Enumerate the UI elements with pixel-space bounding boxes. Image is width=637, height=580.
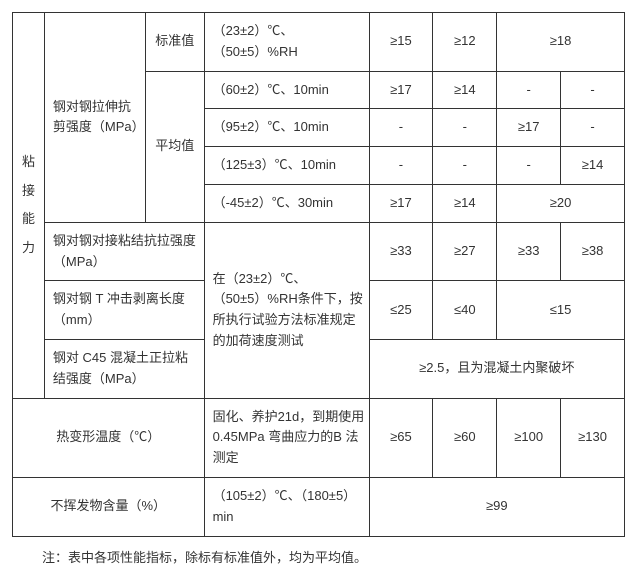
val-cell: ≥2.5，且为混凝土内聚破坏 bbox=[369, 339, 624, 398]
cond-cell: （95±2）℃、10min bbox=[204, 109, 369, 147]
val-cell: ≥38 bbox=[561, 222, 625, 281]
val-cell: ≥33 bbox=[369, 222, 433, 281]
val-cell: ≥18 bbox=[497, 13, 625, 72]
category-label: 粘 接 能 力 bbox=[22, 148, 35, 262]
table-row: 钢对钢对接粘结抗拉强度（MPa） 在（23±2）℃、（50±5）%RH条件下，按… bbox=[13, 222, 625, 281]
val-cell: ≤25 bbox=[369, 281, 433, 340]
val-cell: ≥20 bbox=[497, 184, 625, 222]
prop-cell: 钢对钢拉伸抗剪强度（MPa） bbox=[44, 13, 145, 223]
val-cell: ≥14 bbox=[433, 71, 497, 109]
cond-cell: 固化、养护21d，到期使用0.45MPa 弯曲应力的B 法测定 bbox=[204, 398, 369, 477]
val-cell: - bbox=[497, 147, 561, 185]
prop-cell: 钢对 C45 混凝土正拉粘结强度（MPa） bbox=[44, 339, 204, 398]
val-cell: ≥17 bbox=[369, 184, 433, 222]
val-cell: ≥12 bbox=[433, 13, 497, 72]
val-cell: ≥17 bbox=[497, 109, 561, 147]
cond-cell: （60±2）℃、10min bbox=[204, 71, 369, 109]
val-cell: - bbox=[561, 109, 625, 147]
val-cell: - bbox=[433, 147, 497, 185]
cond-cell: （23±2）℃、（50±5）%RH bbox=[204, 13, 369, 72]
val-cell: - bbox=[497, 71, 561, 109]
val-cell: ≥99 bbox=[369, 477, 624, 536]
prop-cell: 钢对钢对接粘结抗拉强度（MPa） bbox=[44, 222, 204, 281]
sub-cell: 标准值 bbox=[146, 13, 205, 72]
val-cell: ≥100 bbox=[497, 398, 561, 477]
table-note: 注：表中各项性能指标，除标有标准值外，均为平均值。 bbox=[42, 547, 625, 566]
table-row: 粘 接 能 力 钢对钢拉伸抗剪强度（MPa） 标准值 （23±2）℃、（50±5… bbox=[13, 13, 625, 72]
sub-cell: 平均值 bbox=[146, 71, 205, 222]
cond-cell: （125±3）℃、10min bbox=[204, 147, 369, 185]
val-cell: ≥65 bbox=[369, 398, 433, 477]
table-row: 热变形温度（℃） 固化、养护21d，到期使用0.45MPa 弯曲应力的B 法测定… bbox=[13, 398, 625, 477]
val-cell: ≥14 bbox=[433, 184, 497, 222]
category-cell: 粘 接 能 力 bbox=[13, 13, 45, 399]
val-cell: ≥14 bbox=[561, 147, 625, 185]
val-cell: ≥27 bbox=[433, 222, 497, 281]
table-row: 不挥发物含量（%） （105±2）℃、（180±5）min ≥99 bbox=[13, 477, 625, 536]
val-cell: ≤40 bbox=[433, 281, 497, 340]
cond-cell: 在（23±2）℃、（50±5）%RH条件下，按所执行试验方法标准规定的加荷速度测… bbox=[204, 222, 369, 398]
prop-cell: 热变形温度（℃） bbox=[13, 398, 205, 477]
val-cell: - bbox=[433, 109, 497, 147]
val-cell: ≥60 bbox=[433, 398, 497, 477]
val-cell: ≥17 bbox=[369, 71, 433, 109]
spec-table: 粘 接 能 力 钢对钢拉伸抗剪强度（MPa） 标准值 （23±2）℃、（50±5… bbox=[12, 12, 625, 537]
val-cell: ≥130 bbox=[561, 398, 625, 477]
cond-cell: （-45±2）℃、30min bbox=[204, 184, 369, 222]
val-cell: ≤15 bbox=[497, 281, 625, 340]
val-cell: - bbox=[369, 109, 433, 147]
val-cell: ≥15 bbox=[369, 13, 433, 72]
prop-cell: 不挥发物含量（%） bbox=[13, 477, 205, 536]
cond-cell: （105±2）℃、（180±5）min bbox=[204, 477, 369, 536]
val-cell: ≥33 bbox=[497, 222, 561, 281]
val-cell: - bbox=[369, 147, 433, 185]
prop-cell: 钢对钢 T 冲击剥离长度（mm） bbox=[44, 281, 204, 340]
val-cell: - bbox=[561, 71, 625, 109]
